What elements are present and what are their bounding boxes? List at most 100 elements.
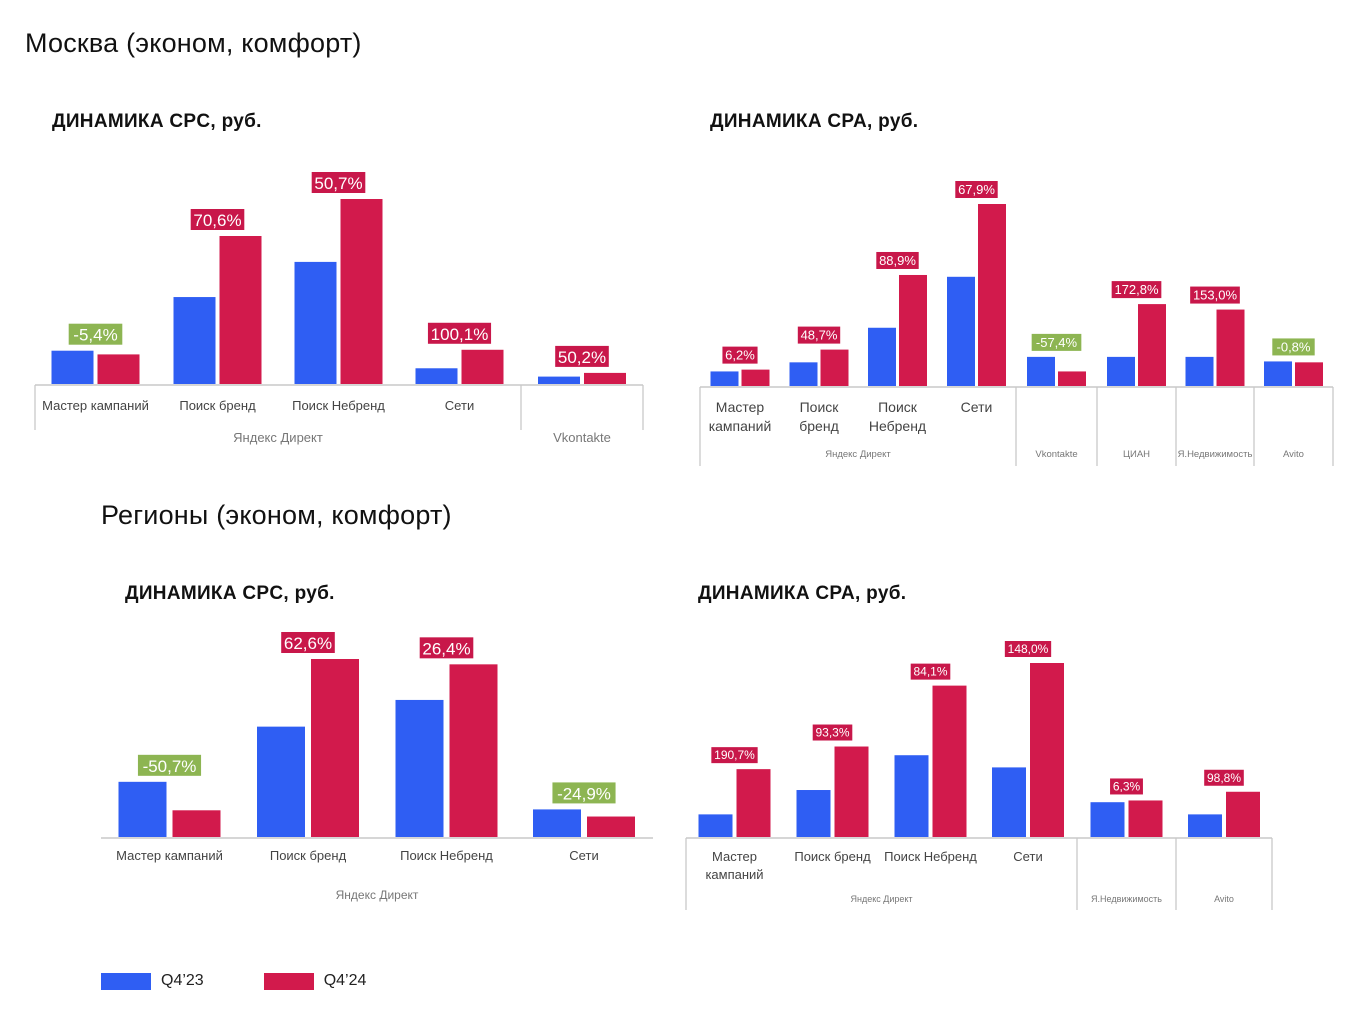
pct-label: -24,9% xyxy=(557,784,611,803)
bar-q4-23 xyxy=(698,814,733,837)
pct-badge xyxy=(1031,333,1082,351)
bar-q4-24 xyxy=(1226,791,1260,837)
pct-badge xyxy=(311,172,366,193)
category-label: Мастер xyxy=(712,849,757,864)
pct-label: -5,4% xyxy=(73,326,117,345)
group-label: Яндекс Директ xyxy=(825,449,891,460)
bar-q4-24 xyxy=(741,369,770,386)
pct-badge xyxy=(711,747,758,764)
pct-badge xyxy=(281,632,335,653)
pct-badge xyxy=(1190,286,1240,304)
bar-q4-23 xyxy=(51,350,94,384)
pct-badge xyxy=(1004,641,1052,657)
category-label: Поиск Небренд xyxy=(884,849,977,864)
legend-label-q4-23: Q4’23 xyxy=(161,972,204,989)
bar-q4-23 xyxy=(415,368,458,384)
pct-label: 70,6% xyxy=(193,211,241,230)
group-label: Vkontakte xyxy=(553,430,611,445)
bar-q4-23 xyxy=(294,261,337,384)
group-label: Яндекс Директ xyxy=(850,894,912,904)
bar-q4-23 xyxy=(947,276,975,386)
group-label: Я.Недвижимость xyxy=(1178,449,1253,460)
pct-badge xyxy=(552,782,616,804)
pct-label: 50,2% xyxy=(558,348,606,367)
regions-section-title: Регионы (эконом, комфорт) xyxy=(101,500,452,530)
bar-q4-23 xyxy=(1188,814,1222,837)
bar-q4-24 xyxy=(461,349,504,384)
category-label: Поиск Небренд xyxy=(292,398,385,413)
moscow-cpc-title: ДИНАМИКА CPC, руб. xyxy=(52,111,262,132)
category-label: кампаний xyxy=(705,867,763,882)
bar-q4-23 xyxy=(533,809,581,837)
group-label: Я.Недвижимость xyxy=(1091,894,1162,904)
group-label: ЦИАН xyxy=(1123,449,1150,460)
legend-swatch-q4-23 xyxy=(101,972,151,990)
bar-q4-23 xyxy=(894,755,929,837)
regions-cpa-title: ДИНАМИКА CPA, руб. xyxy=(698,583,907,604)
bar-q4-23 xyxy=(395,699,444,837)
bar-q4-24 xyxy=(340,199,383,384)
bar-q4-24 xyxy=(1216,309,1245,386)
legend-item-q4-24: Q4’24 xyxy=(263,972,367,990)
pct-badge xyxy=(797,326,841,344)
category-label: Поиск xyxy=(878,399,918,415)
bar-q4-24 xyxy=(1058,371,1086,386)
regions-cpc-title: ДИНАМИКА CPC, руб. xyxy=(125,583,335,604)
category-label: Сети xyxy=(569,848,598,863)
bar-q4-24 xyxy=(1295,362,1323,386)
bar-q4-23 xyxy=(257,726,305,837)
category-label: Поиск бренд xyxy=(794,849,871,864)
category-label: Сети xyxy=(445,398,474,413)
pct-badge xyxy=(955,181,998,198)
bar-q4-23 xyxy=(1185,356,1214,386)
group-label: Avito xyxy=(1283,449,1304,460)
category-label: Поиск Небренд xyxy=(400,848,493,863)
pct-label: 190,7% xyxy=(714,748,755,762)
bar-q4-23 xyxy=(1264,361,1292,386)
category-label: Мастер кампаний xyxy=(116,848,223,863)
legend-swatch-q4-24 xyxy=(263,972,314,990)
pct-label: -0,8% xyxy=(1277,339,1311,354)
bar-q4-24 xyxy=(584,372,626,384)
bar-q4-24 xyxy=(978,204,1006,386)
pct-badge xyxy=(68,323,123,345)
moscow-cpa-title: ДИНАМИКА CPA, руб. xyxy=(710,111,919,132)
category-label: Небренд xyxy=(869,418,926,434)
category-label: Сети xyxy=(961,399,993,415)
bar-q4-24 xyxy=(172,810,221,837)
legend-item-q4-23: Q4’23 xyxy=(101,972,204,990)
pct-badge xyxy=(812,724,853,741)
pct-label: 50,7% xyxy=(314,174,362,193)
group-label: Vkontakte xyxy=(1035,449,1077,460)
pct-badge xyxy=(1110,778,1143,795)
category-label: Поиск бренд xyxy=(270,848,347,863)
pct-badge xyxy=(137,754,202,776)
pct-badge xyxy=(1204,769,1244,786)
pct-badge xyxy=(910,663,951,680)
pct-label: 6,3% xyxy=(1113,779,1141,793)
bar-q4-23 xyxy=(796,790,831,837)
bar-q4-23 xyxy=(1107,356,1135,386)
legend-label-q4-24: Q4’24 xyxy=(323,972,367,989)
bar-q4-23 xyxy=(538,376,580,384)
pct-label: 6,2% xyxy=(725,348,755,363)
bar-q4-24 xyxy=(834,746,869,837)
pct-label: 153,0% xyxy=(1193,288,1238,303)
bar-q4-24 xyxy=(1138,304,1166,386)
pct-badge xyxy=(1111,281,1162,299)
pct-label: 26,4% xyxy=(422,639,470,658)
category-label: Поиск бренд xyxy=(179,398,256,413)
bar-q4-24 xyxy=(587,816,635,837)
bar-q4-24 xyxy=(820,349,849,386)
pct-badge xyxy=(876,251,919,269)
pct-label: 172,8% xyxy=(1114,282,1159,297)
pct-badge xyxy=(1272,338,1315,356)
group-label: Avito xyxy=(1214,894,1234,904)
pct-label: 93,3% xyxy=(815,726,849,740)
pct-label: 62,6% xyxy=(284,634,332,653)
category-label: Сети xyxy=(1013,849,1042,864)
bar-q4-24 xyxy=(899,274,927,386)
